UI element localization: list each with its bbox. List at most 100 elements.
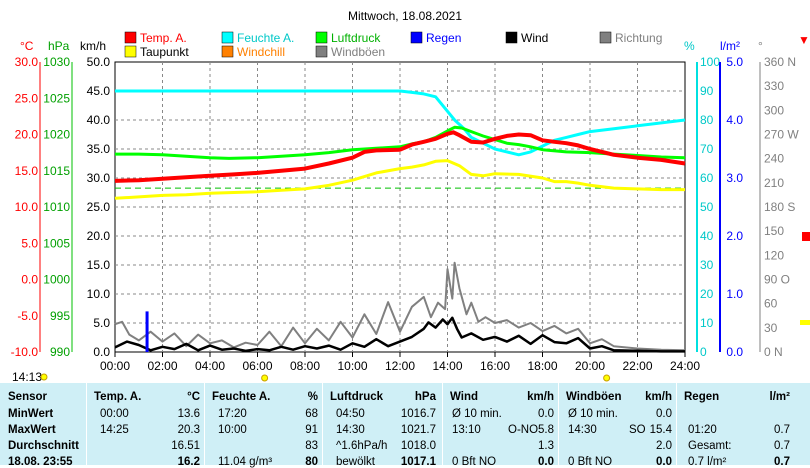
direction-tick-label: 240 (764, 152, 784, 166)
stats-temp: 16.2 (177, 456, 200, 468)
x-tick-label: 02:00 (147, 359, 177, 373)
x-tick-label: 20:00 (575, 359, 605, 373)
stats-wind-desc: 0 Bft NO (452, 456, 497, 468)
stats-row-label: MaxWert (8, 424, 56, 436)
stats-rain: 0.7 (774, 440, 790, 452)
direction-tick-label: 330 (764, 79, 784, 93)
stats-hum: 91 (305, 424, 318, 436)
humidity-tick-label: 10 (700, 316, 714, 330)
humidity-tick-label: 100 (700, 55, 720, 69)
stats-header: km/h (527, 391, 554, 403)
axes: 30.025.020.015.010.05.00.0-5.0-10.010301… (11, 55, 799, 382)
stats-press: 1018.0 (400, 440, 436, 452)
pressure-unit-label: hPa (48, 39, 70, 53)
stats-row-label: Durchschnitt (8, 440, 79, 452)
temp-tick-label: 25.0 (15, 91, 39, 105)
pressure-tick-label: 990 (50, 345, 70, 359)
temp-tick-label: 0.0 (21, 273, 38, 287)
wind-tick-label: 15.0 (87, 258, 111, 272)
stats-rain: 0.7 (774, 456, 790, 468)
stats-wind-desc: Ø 10 min. (452, 408, 502, 420)
legend-swatch (505, 31, 518, 44)
stats-press: 1021.7 (400, 424, 436, 436)
temp-tick-label: -5.0 (17, 309, 38, 323)
humidity-unit-label: % (684, 39, 695, 53)
weather-chart: Mittwoch, 18.08.2021 Temp. A.Taupunkt Feu… (11, 9, 810, 383)
stats-hum-time: 17:20 (218, 408, 247, 420)
pressure-tick-label: 1020 (43, 128, 70, 142)
legend-label: Taupunkt (140, 45, 189, 59)
stats-hum: 83 (305, 440, 318, 452)
direction-tick-label: 0 N (764, 345, 783, 359)
stats-temp: 13.6 (177, 408, 200, 420)
humidity-tick-label: 20 (700, 287, 714, 301)
stats-column-divider (676, 383, 677, 465)
stats-column-divider (558, 383, 559, 465)
x-tick-label: 18:00 (527, 359, 557, 373)
rain-tick-label: 4.0 (726, 113, 743, 127)
stats-rain-desc: 0.7 l/m² (688, 456, 727, 468)
legend-swatch (221, 45, 234, 58)
legend-swatch (410, 31, 423, 44)
axis-unit-labels: °C hPa km/h % l/m² ° (20, 39, 763, 53)
time-marker-dot (40, 373, 48, 381)
grid (115, 62, 685, 352)
humidity-tick-label: 80 (700, 113, 714, 127)
wind-tick-label: 45.0 (87, 84, 111, 98)
stats-temp: 20.3 (177, 424, 200, 436)
humidity-tick-label: 40 (700, 229, 714, 243)
stats-hum-time: 11.04 g/m³ (218, 456, 273, 468)
stats-gust-desc: Ø 10 min. (568, 408, 618, 420)
stats-column-divider (204, 383, 205, 465)
humidity-tick-label: 30 (700, 258, 714, 272)
wind-unit-label: km/h (80, 39, 106, 53)
chart-title: Mittwoch, 18.08.2021 (348, 9, 462, 23)
rain-tick-label: 1.0 (726, 287, 743, 301)
direction-unit-label: ° (758, 39, 763, 53)
direction-tick-label: 270 W (764, 128, 799, 142)
pressure-tick-label: 1010 (43, 200, 70, 214)
legend-swatch (124, 45, 137, 58)
stats-header: Windböen (566, 391, 622, 403)
stats-header: Luftdruck (330, 391, 384, 403)
humidity-tick-label: 0 (700, 345, 707, 359)
legend-swatch (315, 45, 328, 58)
stats-header: % (307, 391, 318, 403)
x-tick-label: 24:00 (670, 359, 700, 373)
legend-swatch (599, 31, 612, 44)
stats-press: 1016.7 (400, 408, 436, 420)
pressure-tick-label: 1025 (43, 91, 70, 105)
x-tick-label: 22:00 (622, 359, 652, 373)
stats-gust: 15.4 (649, 424, 672, 436)
svg-text:▼: ▼ (798, 33, 810, 47)
wind-tick-label: 10.0 (87, 287, 111, 301)
stats-rain-desc: Gesamt: (688, 440, 732, 452)
legend-label: Windböen (331, 45, 385, 59)
stats-gust-desc: 14:30 (568, 424, 597, 436)
stats-wind: 1.3 (538, 440, 554, 452)
wind-tick-label: 5.0 (93, 316, 110, 330)
series-line-windb-en (114, 261, 686, 352)
wind-tick-label: 50.0 (87, 55, 111, 69)
wind-tick-label: 25.0 (87, 200, 111, 214)
stats-temp: 16.51 (171, 440, 200, 452)
direction-tick-label: 180 S (764, 200, 795, 214)
rain-tick-label: 3.0 (726, 171, 743, 185)
temp-unit-label: °C (20, 39, 34, 53)
x-tick-label: 12:00 (385, 359, 415, 373)
temp-tick-label: 30.0 (15, 55, 39, 69)
direction-tick-label: 120 (764, 248, 784, 262)
direction-tick-label: 60 (764, 297, 778, 311)
x-tick-label: 00:00 (100, 359, 130, 373)
stats-press-time: 04:50 (336, 408, 365, 420)
stats-wind: 0.0 (538, 456, 554, 468)
legend-swatch (315, 31, 328, 44)
stats-row-label: 18.08. 23:55 (8, 456, 73, 468)
humidity-tick-label: 70 (700, 142, 714, 156)
direction-tick-label: 150 (764, 224, 784, 238)
legend-label: Richtung (615, 31, 662, 45)
pressure-tick-label: 1015 (43, 164, 70, 178)
stats-header: hPa (414, 391, 436, 403)
x-tick-label: 06:00 (242, 359, 272, 373)
stats-gust: 0.0 (656, 408, 672, 420)
